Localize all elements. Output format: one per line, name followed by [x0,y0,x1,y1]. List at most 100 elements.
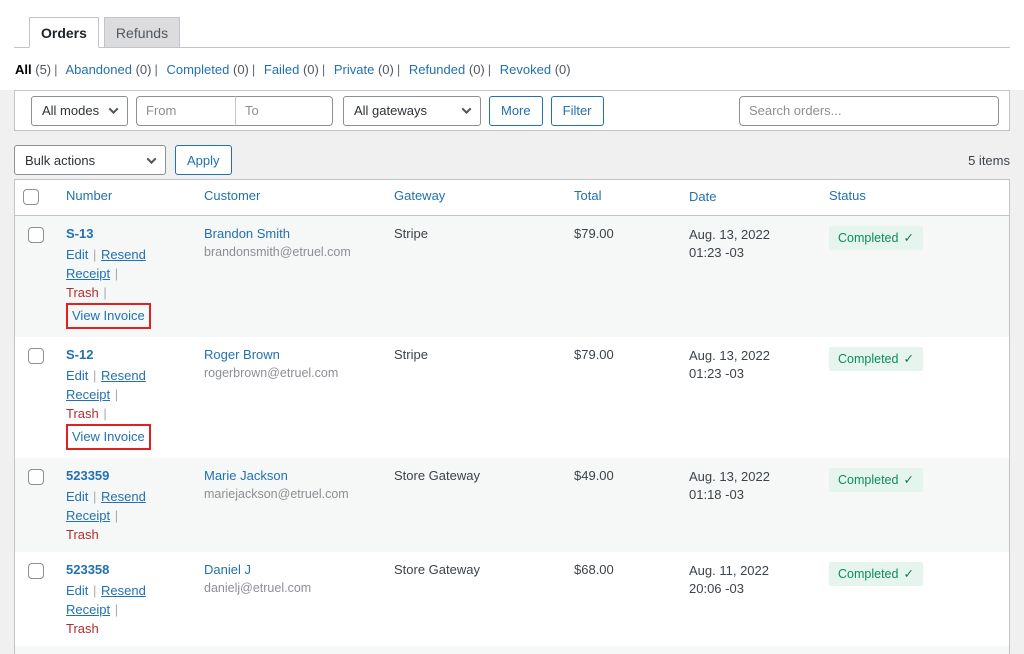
date-line-2: 01:23 -03 [689,245,744,260]
row-checkbox[interactable] [28,348,44,364]
trash-link[interactable]: Trash [66,527,99,542]
column-header-total[interactable]: Total [574,188,602,203]
separator: | [321,62,326,77]
mode-select[interactable]: All modes [31,95,128,126]
date-line-2: 20:06 -03 [689,581,744,596]
resend-receipt-link[interactable]: Resend Receipt [66,489,146,523]
status-badge: Completed ✓ [829,562,923,586]
gateway-cell: Store Gateway [394,468,480,483]
separator: | [114,602,119,617]
column-header-customer[interactable]: Customer [204,188,261,203]
edit-link[interactable]: Edit [66,489,89,504]
date-cell: Aug. 11, 2022 16:47 -03 [681,646,821,654]
row-checkbox[interactable] [28,563,44,579]
status-filter-link[interactable]: Completed [166,62,230,77]
bulk-actions-bar-top: Bulk actions Apply 5 items [14,145,1010,175]
resend-receipt-link[interactable]: Resend Receipt [66,247,146,281]
order-number-link[interactable]: S-12 [66,347,94,362]
select-all-checkbox[interactable] [23,189,39,205]
column-header-gateway[interactable]: Gateway [394,188,446,203]
customer-link[interactable]: Daniel J [204,562,251,577]
chevron-down-icon [146,153,157,164]
trash-link[interactable]: Trash [66,406,99,421]
row-checkbox[interactable] [28,227,44,243]
gateway-cell: PayPal [386,646,566,654]
status-filter-count: (0) [468,62,485,77]
bulk-actions-select[interactable]: Bulk actions [14,145,166,175]
separator: | [103,285,107,300]
status-filter-item: Completed (0) | [166,62,260,77]
content-area: All modes All gateways More Filter Bulk … [0,90,1024,654]
tab-refunds[interactable]: Refunds [103,17,181,48]
status-filter-count: (0) [232,62,249,77]
chevron-down-icon [108,104,119,115]
bulk-actions-select-value: Bulk actions [25,152,96,168]
customer-link[interactable]: Roger Brown [204,347,280,362]
separator: | [93,368,97,383]
tab-bar: Orders Refunds [14,17,1010,48]
status-label: Completed [838,352,899,366]
status-filter-item: Private (0) | [334,62,405,77]
row-actions: Edit | Resend Receipt | Trash | View Inv… [66,366,188,450]
order-number-link[interactable]: 523359 [66,468,110,483]
date-line-2: 01:23 -03 [689,366,744,381]
row-checkbox[interactable] [28,469,44,485]
trash-link[interactable]: Trash [66,621,99,636]
tab-orders[interactable]: Orders [29,17,99,48]
status-filter-link[interactable]: Private [333,62,375,77]
resend-receipt-link[interactable]: Resend Receipt [66,583,146,617]
total-cell: $68.00 [574,562,614,577]
resend-receipt-link[interactable]: Resend Receipt [66,368,146,402]
filter-button[interactable]: Filter [550,95,604,126]
gateway-cell: Store Gateway [394,562,480,577]
edit-link[interactable]: Edit [66,368,89,383]
status-filter-item: Abandoned (0) | [65,62,162,77]
customer-link[interactable]: Brandon Smith [204,226,290,241]
customer-link[interactable]: Marie Jackson [204,468,288,483]
table-row: 523358 Edit | Resend Receipt | Trash [15,552,1009,646]
status-filter-link[interactable]: Failed [263,62,300,77]
column-header-status[interactable]: Status [829,188,866,203]
more-button[interactable]: More [489,95,543,126]
column-header-date[interactable]: Date [689,189,717,204]
separator: | [114,266,119,281]
status-filter-link[interactable]: Refunded [408,62,466,77]
orders-table: Number Customer Gateway Total Date Statu… [14,179,1010,654]
status-filter-link[interactable]: All [15,62,32,77]
status-badge: Completed ✓ [829,468,923,492]
status-filter-bar: All (5) | Abandoned (0) | Completed (0) | F… [14,48,1010,90]
date-line-1: Aug. 13, 2022 [689,227,770,242]
date-line-1: Aug. 13, 2022 [689,348,770,363]
status-filter-item: Failed (0) | [264,62,330,77]
total-cell: $49.00 [574,468,614,483]
checkmark-icon: ✓ [903,473,914,487]
row-actions: Edit | Resend Receipt | Trash | View Inv… [66,245,188,329]
edit-link[interactable]: Edit [66,247,89,262]
gateway-select[interactable]: All gateways [343,95,481,126]
view-invoice-link[interactable]: View Invoice [66,424,151,450]
order-number-link[interactable]: S-13 [66,226,94,241]
status-label: Completed [838,473,899,487]
date-from-input[interactable] [136,95,236,126]
table-row: S-12 Edit | Resend Receipt | Trash | Vie… [15,337,1009,458]
order-number-link[interactable]: 523358 [66,562,110,577]
date-to-input[interactable] [235,95,333,126]
search-input[interactable] [739,95,999,126]
separator: | [396,62,401,77]
apply-button[interactable]: Apply [175,145,232,175]
separator: | [93,489,97,504]
date-cell: Aug. 13, 2022 01:23 -03 [681,337,821,458]
gateway-select-value: All gateways [354,103,427,118]
total-cell: $68.00 [566,646,681,654]
status-filter-item: Refunded (0) | [409,62,496,77]
status-filter-link[interactable]: Revoked [499,62,552,77]
customer-email: brandonsmith@etruel.com [204,245,351,259]
table-row: 523359 Edit | Resend Receipt | Trash [15,458,1009,552]
edit-link[interactable]: Edit [66,583,89,598]
column-header-number[interactable]: Number [66,188,113,203]
customer-email: rogerbrown@etruel.com [204,366,339,380]
trash-link[interactable]: Trash [66,285,99,300]
view-invoice-link[interactable]: View Invoice [66,303,151,329]
status-filter-count: (0) [302,62,319,77]
status-filter-link[interactable]: Abandoned [65,62,132,77]
